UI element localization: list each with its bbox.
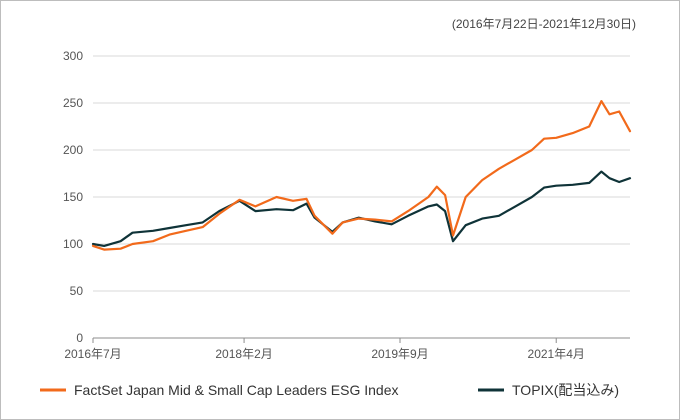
y-tick-label: 200 bbox=[63, 143, 83, 157]
y-tick-label: 0 bbox=[76, 331, 83, 345]
y-tick-label: 300 bbox=[63, 49, 83, 63]
x-tick-label: 2018年2月 bbox=[215, 347, 272, 361]
y-tick-label: 250 bbox=[63, 96, 83, 110]
legend-label: TOPIX(配当込み) bbox=[512, 382, 619, 398]
x-tick-label: 2019年9月 bbox=[371, 347, 428, 361]
y-tick-label: 50 bbox=[70, 284, 84, 298]
y-tick-label: 150 bbox=[63, 190, 83, 204]
series-line-factset-index bbox=[91, 100, 632, 251]
period-label: (2016年7月22日-2021年12月30日) bbox=[452, 17, 636, 31]
y-tick-label: 100 bbox=[63, 237, 83, 251]
x-tick-label: 2016年7月 bbox=[64, 347, 121, 361]
legend-label: FactSet Japan Mid & Small Cap Leaders ES… bbox=[74, 382, 399, 398]
x-tick-label: 2021年4月 bbox=[528, 347, 585, 361]
series-line-topix bbox=[91, 170, 632, 247]
